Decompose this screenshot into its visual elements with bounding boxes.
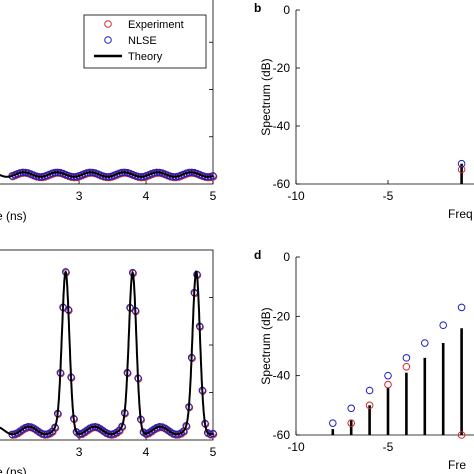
legend-marker-experiment [104,20,112,28]
panel-a [0,0,218,185]
y-tick-label: -60 [273,428,291,442]
x-tick-label: 5 [210,189,217,203]
x-tick-label: -5 [383,189,394,203]
experiment-marker [457,431,466,439]
legend-box [83,14,207,69]
theory-line [0,270,214,436]
panel-d [295,256,474,439]
nlse-marker [402,354,411,362]
x-axis-label: Fre [448,458,466,472]
experiment-marker [347,419,356,427]
x-tick-label: 3 [76,189,83,203]
experiment-marker [365,401,374,410]
x-tick-label: -5 [383,440,394,454]
x-axis-label: Freq [448,207,473,221]
experiment-marker [384,380,392,389]
y-tick-label: -60 [273,177,291,191]
y-tick-label: -20 [273,309,291,323]
x-tick-label: 5 [210,445,217,459]
x-tick-label: 4 [143,445,150,459]
nlse-marker [347,404,356,413]
x-tick-label: -10 [287,189,305,203]
experiment-marker [402,362,411,371]
legend: Experiment NLSE Theory [83,14,207,69]
nlse-marker [457,159,466,168]
legend-label: Experiment [128,19,184,31]
nlse-marker [329,419,337,427]
panel-b [295,9,474,185]
y-tick-label: 0 [283,250,290,264]
panel-label: d [254,248,261,262]
theory-line [0,171,214,178]
panel-label: b [254,1,261,15]
x-axis-label: e (ns) [0,465,27,474]
experiment-marker [457,165,466,174]
y-tick-label: -20 [273,61,291,75]
legend-marker-nlse [104,36,112,44]
nlse-marker [439,321,448,330]
x-axis-label: e (ns) [0,209,27,223]
y-axis-label: Spectrum (dB) [259,307,273,384]
panel-c [0,249,218,441]
nlse-marker [421,339,429,347]
x-tick-label: -10 [287,440,305,454]
legend-label: NLSE [128,35,157,47]
nlse-marker [365,386,374,395]
x-tick-label: 4 [143,189,150,203]
y-tick-label: 0 [283,3,290,17]
nlse-marker [384,371,392,380]
x-tick-label: 3 [76,445,83,459]
y-tick-label: -40 [273,369,291,383]
legend-label: Theory [128,51,163,63]
y-tick-label: -40 [273,119,291,133]
y-axis-label: Spectrum (dB) [259,58,273,135]
plot-frame-c [0,249,214,441]
nlse-marker [457,303,466,312]
